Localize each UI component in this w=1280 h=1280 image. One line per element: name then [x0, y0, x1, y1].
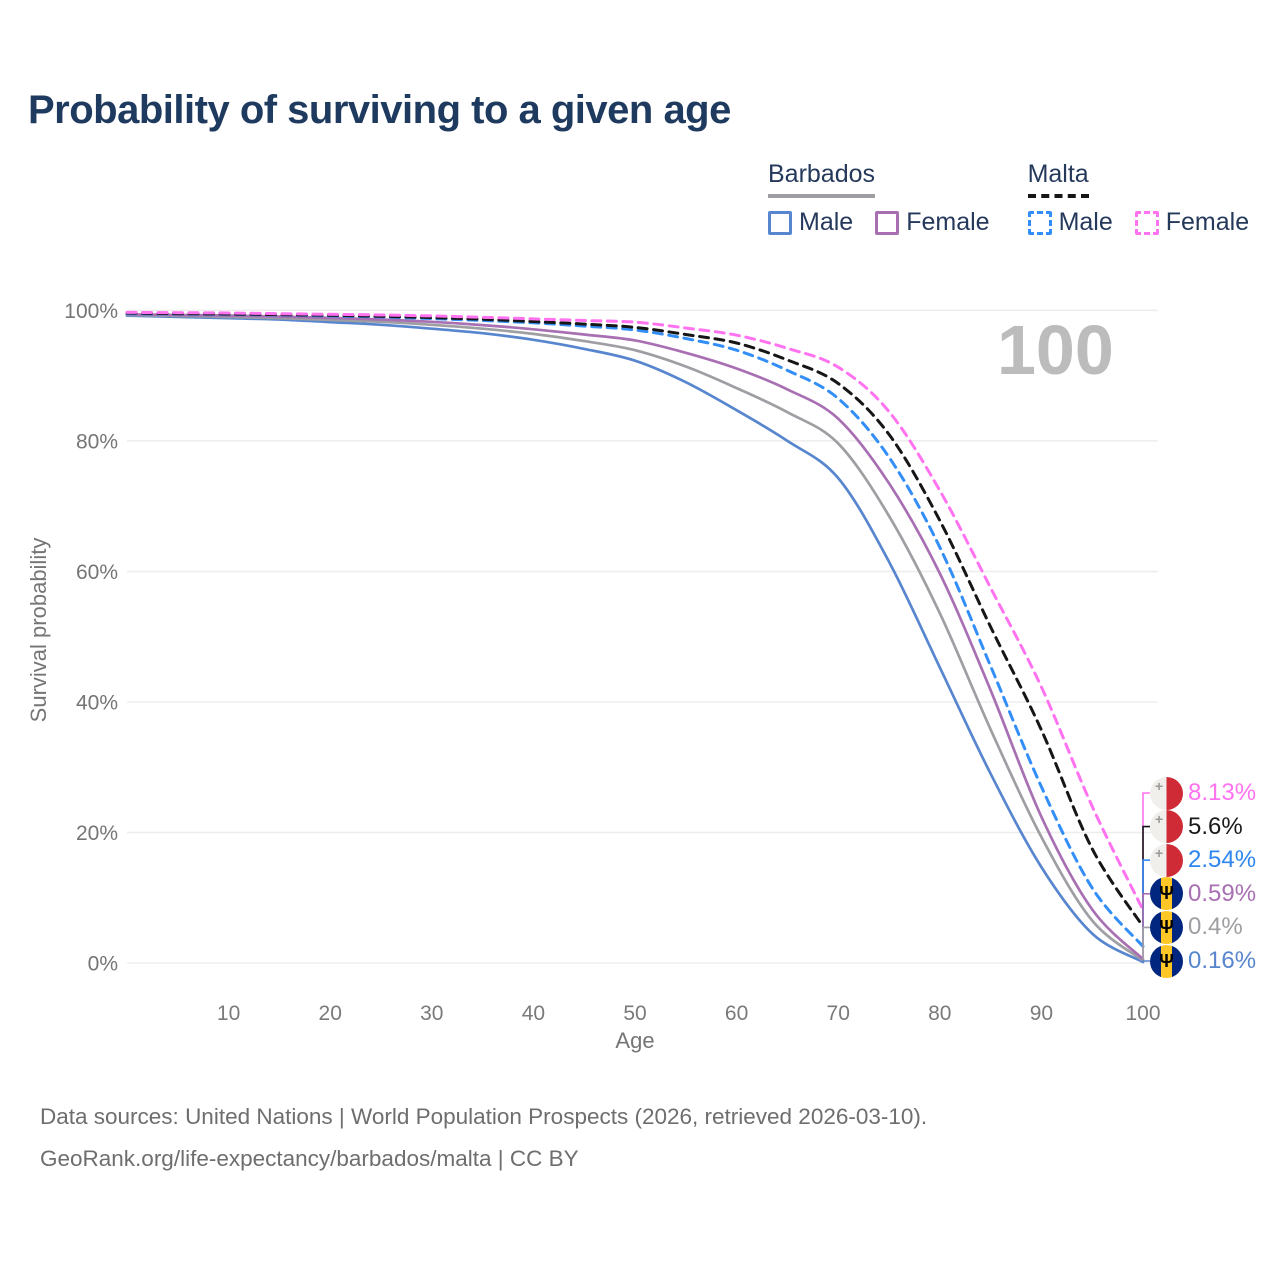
legend-item-malta-male[interactable]: Male [1027, 208, 1113, 237]
curve-malta-male[interactable] [125, 312, 1145, 948]
curve-malta-female[interactable] [125, 310, 1145, 912]
leader-malta-male [1142, 859, 1150, 947]
x-tick-60: 60 [725, 1002, 748, 1025]
leader-barbados-female [1142, 893, 1150, 960]
x-axis-title: Age [615, 1028, 654, 1053]
y-axis-title: Survival probability [26, 538, 51, 723]
x-tick-10: 10 [217, 1002, 240, 1025]
barbados-flag-icon: Ψ [1150, 910, 1183, 944]
leader-barbados-total [1142, 926, 1150, 961]
legend-item-barbados-male[interactable]: Male [768, 208, 853, 237]
leader-malta-female [1142, 792, 1150, 910]
legend-label-barbados-female: Female [906, 208, 990, 236]
curve-malta-total[interactable] [125, 311, 1145, 928]
legend-swatch-barbados-male [768, 210, 792, 235]
curve-barbados-total[interactable] [125, 313, 1145, 962]
y-tick-40: 40% [76, 691, 118, 714]
legend-group-title-barbados[interactable]: Barbados [768, 160, 876, 198]
leader-malta-total [1142, 825, 1150, 927]
end-label-barbados-total: Ψ 0.4% [1150, 910, 1243, 944]
gridlines [127, 309, 1158, 964]
end-value-malta-female: 8.13% [1188, 779, 1257, 806]
end-value-barbados-male: 0.16% [1188, 947, 1257, 974]
y-tick-0: 0% [88, 953, 118, 976]
trident-icon: Ψ [1159, 883, 1174, 904]
legend-items-malta: Male Female [1027, 208, 1250, 237]
footer: Data sources: United Nations | World Pop… [40, 1096, 927, 1180]
y-axis-tick-labels: 0% 20% 40% 60% 80% 100% [64, 300, 118, 976]
footer-data-sources: Data sources: United Nations | World Pop… [40, 1104, 928, 1129]
legend: Barbados Male Female Malta Male [768, 160, 1249, 237]
legend-label-barbados-male: Male [799, 208, 854, 236]
george-cross-icon: + [1155, 844, 1164, 861]
y-tick-80: 80% [76, 430, 118, 453]
trident-icon: Ψ [1159, 950, 1174, 971]
x-tick-30: 30 [420, 1002, 443, 1025]
x-tick-90: 90 [1030, 1002, 1053, 1025]
leader-barbados-male [1142, 960, 1150, 962]
legend-group-title-malta[interactable]: Malta [1027, 160, 1089, 198]
george-cross-icon: + [1155, 811, 1164, 828]
legend-swatch-malta-female [1134, 210, 1159, 235]
y-tick-60: 60% [76, 561, 118, 584]
end-value-barbados-total: 0.4% [1188, 913, 1243, 941]
end-label-barbados-male: Ψ 0.16% [1150, 944, 1256, 978]
legend-item-barbados-female[interactable]: Female [875, 208, 990, 237]
end-value-malta-male: 2.54% [1188, 846, 1257, 874]
legend-items-barbados: Male Female [768, 208, 990, 237]
y-tick-20: 20% [76, 822, 118, 845]
end-label-barbados-female: Ψ 0.59% [1150, 877, 1256, 911]
end-label-malta-total: +5.6% [1150, 810, 1243, 844]
curve-barbados-female[interactable] [125, 312, 1145, 961]
legend-swatch-malta-male [1027, 210, 1052, 235]
legend-item-malta-female[interactable]: Female [1134, 208, 1250, 237]
barbados-flag-icon: Ψ [1150, 877, 1183, 911]
survival-curves [125, 310, 1145, 964]
x-tick-20: 20 [319, 1002, 342, 1025]
malta-flag-icon: + [1150, 776, 1183, 810]
end-value-malta-total: 5.6% [1188, 812, 1243, 840]
end-label-leader-lines [1142, 792, 1150, 962]
x-tick-100: 100 [1125, 1002, 1160, 1025]
curve-barbados-male[interactable] [125, 314, 1145, 964]
x-axis-tick-labels: 10 20 30 40 50 60 70 80 90 100 [217, 1002, 1161, 1025]
footer-attribution: GeoRank.org/life-expectancy/barbados/mal… [40, 1146, 579, 1171]
x-tick-40: 40 [522, 1002, 545, 1025]
x-tick-70: 70 [827, 1002, 850, 1025]
page-title: Probability of surviving to a given age [28, 88, 731, 132]
age-counter-watermark: 100 [997, 311, 1114, 389]
legend-swatch-barbados-female [875, 210, 900, 235]
malta-flag-icon: + [1150, 810, 1183, 844]
legend-group-malta: Malta Male Female [1027, 160, 1250, 237]
end-label-malta-female: +8.13% [1150, 776, 1256, 810]
x-tick-80: 80 [928, 1002, 951, 1025]
x-tick-50: 50 [623, 1002, 646, 1025]
end-label-malta-male: +2.54% [1150, 843, 1256, 877]
barbados-flag-icon: Ψ [1150, 944, 1183, 978]
y-tick-100: 100% [64, 300, 118, 323]
malta-flag-icon: + [1150, 843, 1183, 877]
legend-label-malta-female: Female [1165, 208, 1250, 236]
trident-icon: Ψ [1159, 916, 1174, 937]
end-value-barbados-female: 0.59% [1188, 879, 1257, 907]
george-cross-icon: + [1155, 777, 1164, 794]
legend-group-barbados: Barbados Male Female [768, 160, 990, 237]
legend-label-malta-male: Male [1058, 208, 1113, 236]
